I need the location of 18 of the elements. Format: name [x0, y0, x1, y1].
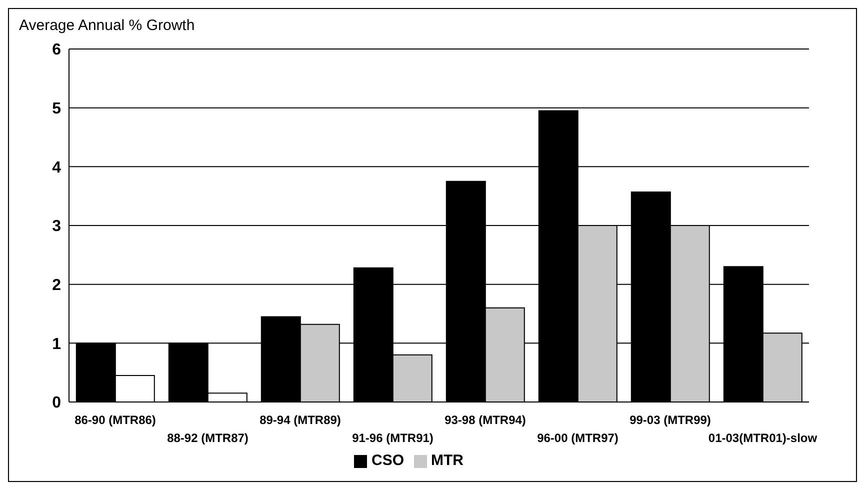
y-tick-label: 1	[52, 336, 62, 353]
y-tick-label: 3	[52, 218, 62, 236]
legend-label: CSO	[371, 452, 404, 469]
x-tick-label: 01-03(MTR01)-slow	[708, 431, 818, 445]
y-tick-label: 6	[52, 42, 62, 59]
x-tick-label: 86-90 (MTR86)	[74, 413, 156, 427]
x-tick-label: 88-92 (MTR87)	[167, 431, 248, 445]
y-tick-label: 0	[52, 394, 62, 412]
x-tick-label: 93-98 (MTR94)	[444, 413, 526, 427]
x-tick-label: 99-03 (MTR99)	[630, 413, 711, 427]
x-tick-label: 96-00 (MTR97)	[537, 431, 618, 445]
y-axis-title: Average Annual % Growth	[19, 17, 195, 34]
y-tick-label: 2	[52, 277, 62, 294]
y-tick-label: 5	[52, 100, 62, 118]
y-tick-label: 4	[52, 159, 62, 176]
x-tick-label: 89-94 (MTR89)	[260, 413, 341, 427]
legend-label: MTR	[431, 452, 464, 469]
x-tick-label: 91-96 (MTR91)	[352, 431, 434, 445]
